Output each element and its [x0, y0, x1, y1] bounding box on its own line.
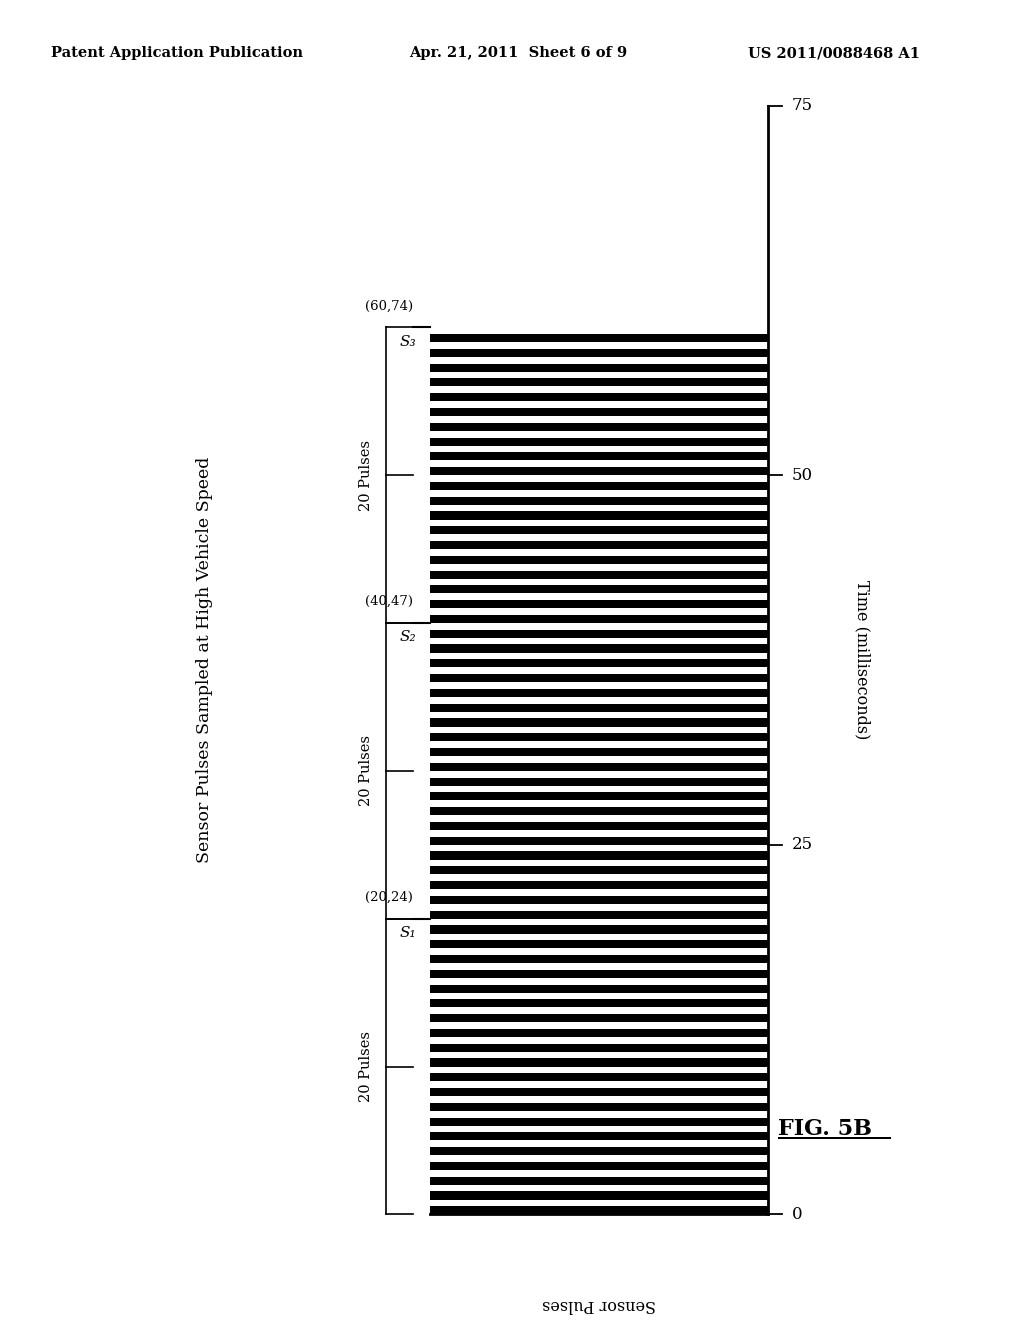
- Bar: [430, 496, 768, 504]
- Bar: [430, 999, 768, 1007]
- Text: FIG. 5B: FIG. 5B: [778, 1118, 872, 1139]
- Bar: [430, 733, 768, 742]
- Text: (20,24): (20,24): [366, 891, 413, 904]
- Bar: [430, 659, 768, 668]
- Bar: [430, 940, 768, 948]
- Text: 20 Pulses: 20 Pulses: [358, 1031, 373, 1102]
- Text: 75: 75: [792, 98, 813, 114]
- Bar: [430, 1014, 768, 1022]
- Bar: [430, 822, 768, 830]
- Bar: [430, 363, 768, 372]
- Bar: [430, 985, 768, 993]
- Bar: [430, 1059, 768, 1067]
- Bar: [430, 911, 768, 919]
- Bar: [430, 748, 768, 756]
- Text: 20 Pulses: 20 Pulses: [358, 440, 373, 511]
- Bar: [430, 334, 768, 342]
- Bar: [430, 896, 768, 904]
- Text: 20 Pulses: 20 Pulses: [358, 735, 373, 807]
- Bar: [430, 467, 768, 475]
- Bar: [430, 379, 768, 387]
- Bar: [430, 348, 768, 356]
- Text: S₁: S₁: [400, 927, 417, 940]
- Bar: [430, 601, 768, 609]
- Bar: [430, 437, 768, 446]
- Bar: [430, 851, 768, 859]
- Text: Time (milliseconds): Time (milliseconds): [854, 581, 871, 739]
- Bar: [430, 541, 768, 549]
- Text: Patent Application Publication: Patent Application Publication: [51, 46, 303, 61]
- Text: 0: 0: [792, 1206, 802, 1222]
- Text: S₂: S₂: [400, 631, 417, 644]
- Bar: [430, 763, 768, 771]
- Bar: [430, 585, 768, 594]
- Bar: [430, 511, 768, 520]
- Bar: [430, 1088, 768, 1096]
- Bar: [430, 482, 768, 490]
- Bar: [430, 689, 768, 697]
- Bar: [430, 615, 768, 623]
- Bar: [430, 1162, 768, 1170]
- Bar: [430, 556, 768, 564]
- Bar: [430, 1133, 768, 1140]
- Text: 25: 25: [792, 837, 813, 853]
- Bar: [430, 970, 768, 978]
- Bar: [430, 408, 768, 416]
- Text: 50: 50: [792, 467, 813, 483]
- Bar: [430, 925, 768, 933]
- Text: US 2011/0088468 A1: US 2011/0088468 A1: [748, 46, 920, 61]
- Bar: [430, 1118, 768, 1126]
- Bar: [430, 1044, 768, 1052]
- Bar: [430, 1206, 768, 1214]
- Bar: [430, 1176, 768, 1185]
- Bar: [430, 954, 768, 964]
- Text: Apr. 21, 2011  Sheet 6 of 9: Apr. 21, 2011 Sheet 6 of 9: [410, 46, 628, 61]
- Bar: [430, 1028, 768, 1038]
- Text: Sensor Pulses: Sensor Pulses: [542, 1296, 656, 1312]
- Bar: [430, 777, 768, 785]
- Bar: [430, 453, 768, 461]
- Bar: [430, 630, 768, 638]
- Bar: [430, 880, 768, 890]
- Bar: [430, 792, 768, 800]
- Text: Sensor Pulses Sampled at High Vehicle Speed: Sensor Pulses Sampled at High Vehicle Sp…: [197, 457, 213, 863]
- Bar: [430, 675, 768, 682]
- Bar: [430, 1102, 768, 1111]
- Bar: [430, 1192, 768, 1200]
- Bar: [430, 807, 768, 816]
- Bar: [430, 1147, 768, 1155]
- Text: S₃: S₃: [400, 335, 417, 348]
- Bar: [430, 527, 768, 535]
- Bar: [430, 837, 768, 845]
- Bar: [430, 1073, 768, 1081]
- Bar: [430, 393, 768, 401]
- Bar: [430, 718, 768, 726]
- Text: (60,74): (60,74): [366, 300, 413, 313]
- Bar: [430, 644, 768, 652]
- Bar: [430, 866, 768, 874]
- Bar: [430, 704, 768, 711]
- Text: (40,47): (40,47): [366, 595, 413, 609]
- Bar: [430, 422, 768, 430]
- Bar: [430, 570, 768, 578]
